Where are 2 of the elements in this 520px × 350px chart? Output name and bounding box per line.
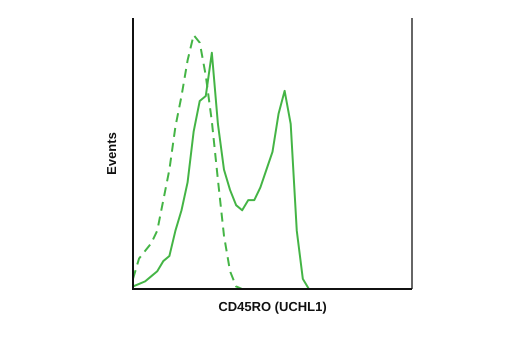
y-axis-title: Events <box>104 132 119 175</box>
x-axis-title: CD45RO (UCHL1) <box>218 299 327 314</box>
